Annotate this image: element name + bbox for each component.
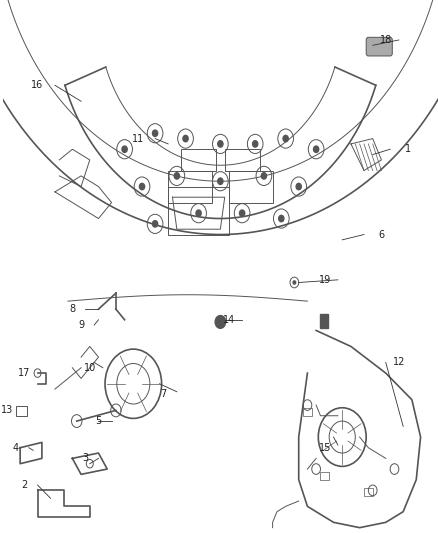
Bar — [168, 171, 212, 203]
Bar — [181, 149, 216, 171]
Text: 12: 12 — [392, 358, 405, 367]
Circle shape — [139, 183, 145, 190]
Text: 8: 8 — [69, 304, 75, 314]
Circle shape — [293, 281, 296, 284]
Bar — [229, 171, 272, 203]
Text: 9: 9 — [78, 320, 84, 330]
Text: 18: 18 — [380, 35, 392, 45]
Text: 5: 5 — [95, 416, 102, 426]
Bar — [321, 472, 329, 480]
Circle shape — [152, 130, 158, 136]
Circle shape — [261, 173, 266, 179]
Text: 16: 16 — [32, 80, 44, 90]
Circle shape — [314, 146, 319, 152]
Bar — [321, 314, 328, 328]
Text: 4: 4 — [13, 443, 19, 453]
Circle shape — [152, 221, 158, 227]
Circle shape — [279, 215, 284, 222]
Text: 19: 19 — [319, 275, 331, 285]
Text: 13: 13 — [1, 406, 13, 415]
Text: 3: 3 — [82, 454, 88, 463]
Circle shape — [283, 135, 288, 142]
Text: 7: 7 — [161, 390, 167, 399]
Circle shape — [215, 316, 226, 328]
Bar — [168, 187, 229, 235]
Circle shape — [218, 178, 223, 184]
Text: 10: 10 — [84, 363, 96, 373]
Bar — [364, 488, 373, 496]
Circle shape — [183, 135, 188, 142]
Circle shape — [240, 210, 245, 216]
Text: 6: 6 — [378, 230, 385, 239]
Text: 1: 1 — [404, 144, 410, 154]
Circle shape — [253, 141, 258, 147]
Bar — [225, 149, 260, 171]
Bar — [303, 408, 312, 416]
Text: 2: 2 — [21, 480, 28, 490]
Circle shape — [296, 183, 301, 190]
Bar — [16, 406, 27, 416]
Text: 15: 15 — [318, 443, 331, 453]
Circle shape — [174, 173, 180, 179]
Text: 17: 17 — [18, 368, 31, 378]
FancyBboxPatch shape — [366, 37, 392, 56]
Text: 11: 11 — [131, 134, 144, 143]
Text: 14: 14 — [223, 315, 235, 325]
Circle shape — [218, 141, 223, 147]
Circle shape — [122, 146, 127, 152]
Circle shape — [196, 210, 201, 216]
